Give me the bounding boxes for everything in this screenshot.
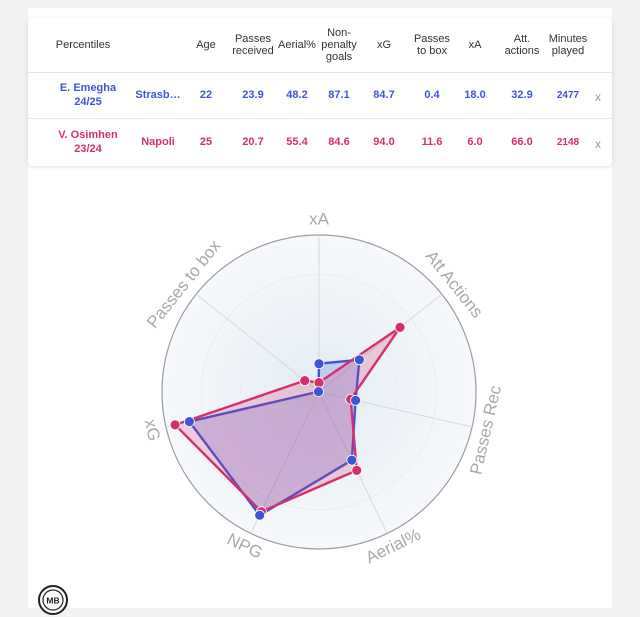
radar-point [394, 321, 406, 333]
passes-box-cell: 0.4 [424, 89, 440, 101]
radar-point [169, 419, 181, 431]
radar-spoke [195, 293, 320, 393]
age-cell: 22 [199, 89, 213, 101]
player-name[interactable]: E. Emegha [59, 82, 117, 94]
team-cell: Strasb… [135, 89, 181, 101]
radar-point [353, 354, 365, 366]
radar-axis-label: xG [141, 417, 164, 442]
passes-received-cell: 20.7 [242, 136, 264, 148]
header-att-actions: Att. actions [504, 33, 540, 57]
header-passes-box: Passes to box [413, 33, 451, 57]
remove-player-button[interactable]: x [595, 137, 601, 151]
header-aerial: Aerial% [278, 39, 316, 51]
npg-cell: 84.6 [328, 136, 350, 148]
xg-cell: 84.7 [373, 89, 395, 101]
radar-series-polygon [188, 358, 361, 517]
radar-point [313, 358, 325, 370]
player-name[interactable]: V. Osimhen [58, 129, 118, 141]
radar-point [313, 377, 325, 388]
radar-point [183, 416, 195, 427]
radar-series-layer [169, 321, 406, 521]
passes-box-cell: 11.6 [421, 136, 443, 148]
radar-series-polygon [173, 326, 402, 513]
team-cell: Napoli [141, 136, 175, 148]
remove-player-button[interactable]: x [595, 90, 601, 104]
percentile-table: Percentiles Age Passes received Aerial% … [28, 18, 612, 166]
npg-cell: 87.1 [328, 89, 350, 101]
player-cell[interactable]: V. Osimhen 23/24 [38, 119, 138, 165]
header-age: Age [196, 39, 216, 51]
header-percentiles: Percentiles [55, 39, 111, 51]
mb-logo-icon: MB [38, 585, 68, 615]
logo-text: MB [46, 596, 59, 606]
aerial-cell: 48.2 [286, 89, 308, 101]
player-season: 24/25 [74, 96, 102, 108]
radar-spoke [318, 293, 443, 393]
att-actions-cell: 66.0 [511, 136, 533, 148]
radar-point [350, 394, 361, 406]
passes-received-cell: 23.9 [242, 89, 264, 101]
radar-point [346, 454, 358, 466]
radar-point [254, 509, 266, 521]
radar-axis-label: xA [309, 209, 330, 228]
player-season: 23/24 [74, 143, 102, 155]
radar-spoke [318, 391, 473, 428]
xa-cell: 18.0 [464, 89, 486, 101]
header-npg: Non-penalty goals [321, 27, 357, 63]
age-cell: 25 [199, 136, 213, 148]
xg-cell: 94.0 [373, 136, 395, 148]
radar-point [351, 464, 363, 476]
radar-point [299, 375, 311, 387]
table-row: E. Emegha 24/25 Strasb… 22 23.9 48.2 87.… [28, 72, 612, 119]
xa-cell: 6.0 [467, 136, 483, 148]
player-cell[interactable]: E. Emegha 24/25 [38, 72, 138, 118]
table-row: V. Osimhen 23/24 Napoli 25 20.7 55.4 84.… [28, 119, 612, 165]
header-xa: xA [468, 39, 482, 51]
att-actions-cell: 32.9 [511, 89, 533, 101]
header-xg: xG [376, 39, 392, 51]
header-minutes: Minutes played [548, 33, 588, 57]
minutes-cell: 2477 [556, 89, 580, 101]
header-passes-received: Passes received [232, 33, 274, 57]
radar-point [313, 386, 324, 398]
aerial-cell: 55.4 [286, 136, 308, 148]
minutes-cell: 2148 [556, 136, 580, 148]
table-header: Percentiles Age Passes received Aerial% … [28, 18, 612, 73]
